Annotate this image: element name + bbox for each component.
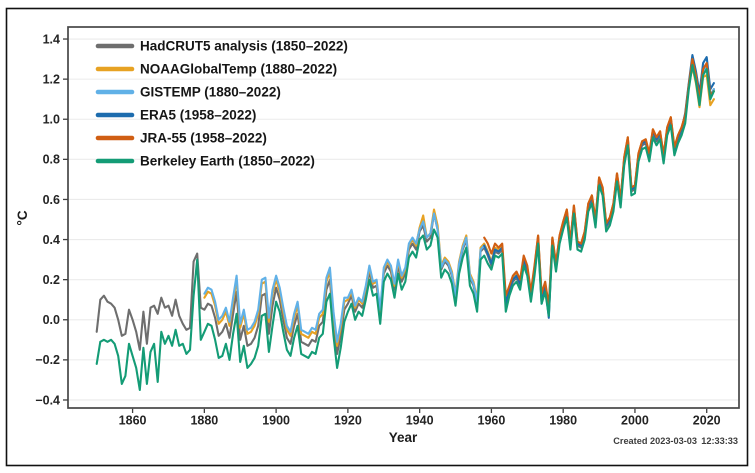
y-axis-title: °C	[15, 210, 30, 225]
x-tick-label: 1860	[119, 414, 147, 428]
y-tick-label: −0.2	[35, 353, 60, 367]
y-tick-label: 0.2	[43, 273, 60, 287]
y-tick-label: 1.4	[43, 32, 60, 46]
series-lines	[95, 54, 715, 392]
x-tick-label: 1900	[262, 414, 290, 428]
x-tick-label: 1920	[334, 414, 362, 428]
gridlines	[69, 38, 738, 401]
plot-border	[67, 26, 740, 409]
x-tick-label: 1960	[478, 414, 506, 428]
y-tick-label: 0.0	[43, 313, 60, 327]
series-line-jra55	[483, 58, 715, 307]
x-tick-label: 1980	[549, 414, 577, 428]
legend-label-hadcrut5: HadCRUT5 analysis (1850–2022)	[140, 39, 348, 54]
legend-label-jra55: JRA-55 (1958–2022)	[140, 131, 267, 146]
x-tick-label: 1880	[190, 414, 218, 428]
y-tick-label: −0.4	[35, 393, 60, 407]
x-tick-label: 1940	[406, 414, 434, 428]
y-tick-label: 1.0	[43, 113, 60, 127]
legend-label-noaa: NOAAGlobalTemp (1880–2022)	[140, 62, 337, 77]
x-tick-label: 2020	[693, 414, 721, 428]
y-tick-label: 0.8	[43, 153, 60, 167]
legend-label-berkeley: Berkeley Earth (1850–2022)	[140, 154, 315, 169]
y-tick-label: 1.2	[43, 72, 60, 86]
created-date-label: Created 2023-03-03	[613, 436, 697, 446]
legend-label-gistemp: GISTEMP (1880–2022)	[140, 85, 281, 100]
x-axis-title: Year	[389, 430, 418, 445]
chart-legend: HadCRUT5 analysis (1850–2022) NOAAGlobalT…	[95, 39, 348, 169]
series-line-berkeley	[95, 64, 715, 392]
legend-label-era5: ERA5 (1958–2022)	[140, 108, 256, 123]
x-tick-label: 2000	[621, 414, 649, 428]
axes: −0.4 −0.2 0.0 0.2 0.4 0.6 0.8 1.0 1.2 1.4 1860 1880…	[35, 32, 720, 427]
y-tick-label: 0.6	[43, 193, 60, 207]
created-time-label: 12:33:33	[701, 436, 738, 446]
y-tick-label: 0.4	[43, 233, 60, 247]
